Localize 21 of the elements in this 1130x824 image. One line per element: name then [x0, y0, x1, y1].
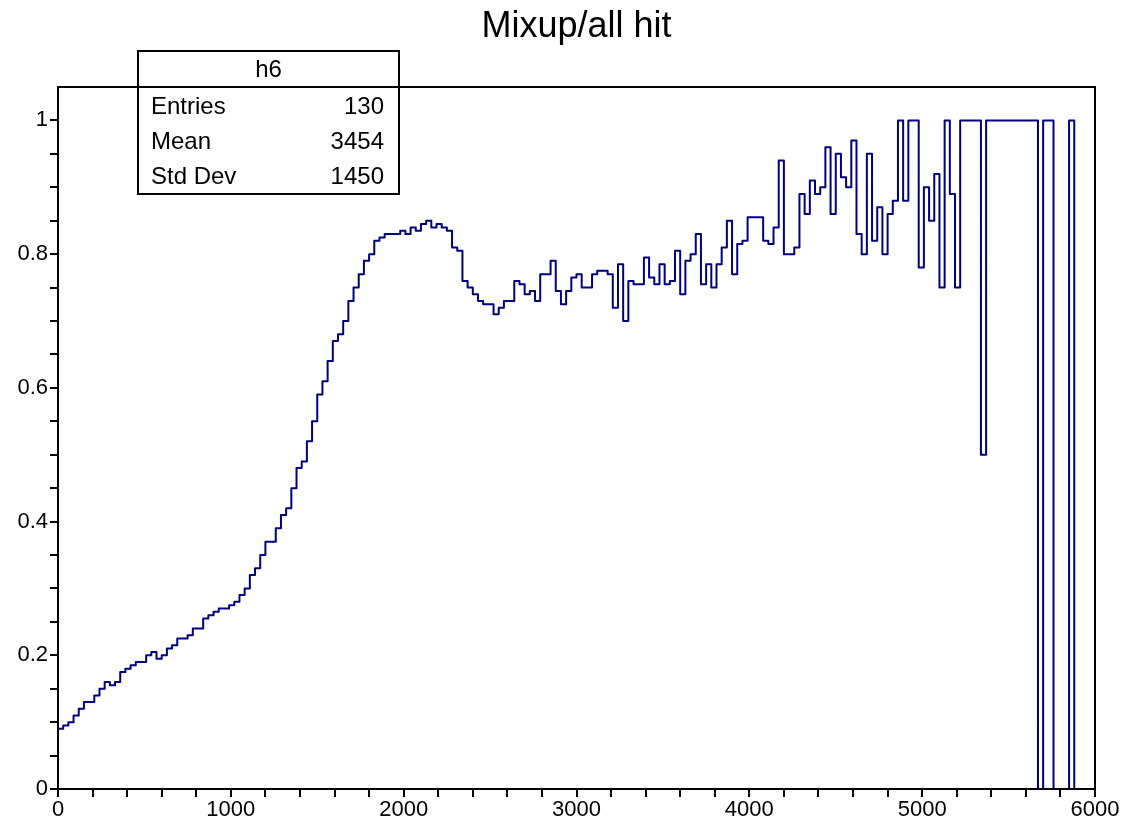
text: h6	[139, 52, 398, 88]
x-tick-label: 4000	[724, 796, 774, 822]
y-tick-label: 0.8	[17, 240, 48, 266]
x-tick-label: 1000	[206, 796, 256, 822]
x-tick-label: 5000	[897, 796, 947, 822]
chart-title: Mixup/all hit	[481, 3, 672, 45]
annotation: 130	[343, 91, 384, 121]
annotation: Mean	[151, 126, 212, 156]
y-tick-label: 0.6	[17, 373, 48, 399]
annotation: Entries	[151, 91, 226, 121]
annotation: Std Dev	[151, 161, 237, 191]
y-tick-label: 0.4	[17, 507, 48, 533]
y-tick-label: 1	[35, 106, 48, 132]
x-tick-label: 0	[51, 796, 65, 822]
y-tick-label: 0	[35, 775, 48, 801]
annotation: 1450	[330, 161, 384, 191]
annotation: 3454	[330, 126, 384, 156]
x-tick-label: 6000	[1070, 796, 1120, 822]
x-tick-label: 3000	[552, 796, 601, 822]
x-tick-label: 2000	[379, 796, 429, 822]
y-tick-label: 0.2	[17, 641, 48, 667]
